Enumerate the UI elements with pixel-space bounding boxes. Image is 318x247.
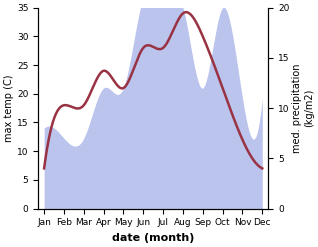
- X-axis label: date (month): date (month): [112, 233, 194, 243]
- Y-axis label: med. precipitation
(kg/m2): med. precipitation (kg/m2): [292, 63, 314, 153]
- Y-axis label: max temp (C): max temp (C): [4, 74, 14, 142]
